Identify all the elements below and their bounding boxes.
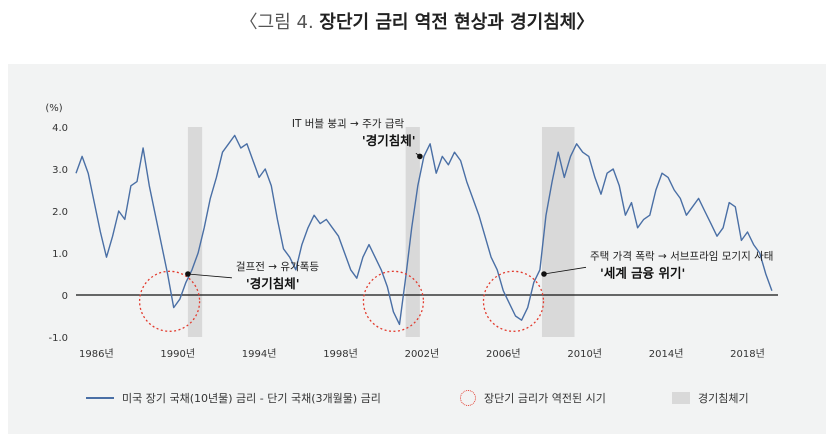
chart-legend: 미국 장기 국채(10년물) 금리 - 단기 국채(3개월물) 금리 장단기 금… [8,382,826,412]
annotation-subtext: '경기침체' [362,133,416,148]
x-tick-label: 1998년 [323,348,358,360]
figure-number: 〈그림 4. [239,12,314,33]
y-tick-label: 4.0 [52,123,68,134]
y-tick-label: 1.0 [52,249,68,260]
figure-title: 〈그림 4. 장단기 금리 역전 현상과 경기침체〉 [0,8,834,34]
figure-title-text: 장단기 금리 역전 현상과 경기침체〉 [319,12,595,33]
x-tick-label: 1986년 [79,348,114,360]
series-line [75,134,773,326]
annotation-leader [187,273,232,279]
inversion-circle [138,270,201,332]
legend-series-label: 미국 장기 국채(10년물) 금리 - 단기 국채(3개월물) 금리 [122,392,381,405]
annotation-subtext: '경기침체' [246,276,300,291]
x-tick-label: 2018년 [730,348,765,360]
recession-band [187,127,203,337]
y-tick-label: 0 [62,291,68,302]
annotation-leader [543,266,587,275]
legend-recession-label: 경기침체기 [698,392,749,405]
chart-panel: (%) 4.0 3.0 2.0 1.0 0 -1.0 1986년 1990년 1994년 1998년… [8,64,826,434]
annotation-leader [415,152,421,157]
y-tick-label: -1.0 [48,333,68,344]
x-tick-label: 1994년 [242,348,277,360]
legend-recession: 경기침체기 [672,390,749,406]
x-tick-label: 2010년 [567,348,602,360]
legend-inversion: 장단기 금리가 역전된 시기 [460,390,606,406]
annotation-text: 걸프전 → 유가폭등 [236,260,319,273]
recession-band [405,127,420,337]
y-tick-label: 2.0 [52,207,68,218]
x-tick-label: 2002년 [405,348,440,360]
legend-line-swatch [86,397,114,399]
legend-series: 미국 장기 국채(10년물) 금리 - 단기 국채(3개월물) 금리 [86,390,381,406]
legend-circle-swatch [460,390,476,406]
yield-spread-chart: (%) 4.0 3.0 2.0 1.0 0 -1.0 1986년 1990년 1994년 1998년… [45,103,778,360]
x-tick-label: 1990년 [160,348,195,360]
y-tick-label: 3.0 [52,165,68,176]
legend-inversion-label: 장단기 금리가 역전된 시기 [484,392,606,405]
inversion-circle [362,270,425,332]
annotation-text: 주택 가격 폭락 → 서브프라임 모기지 사태 [590,249,773,262]
x-tick-label: 2006년 [486,348,521,360]
y-axis-unit: (%) [45,103,62,114]
annotation-text: IT 버블 붕괴 → 주가 급락 [292,118,405,130]
inversion-circle [482,270,545,332]
x-tick-label: 2014년 [649,348,684,360]
legend-rect-swatch [672,392,690,404]
annotation-subtext: '세계 금융 위기' [600,265,685,280]
